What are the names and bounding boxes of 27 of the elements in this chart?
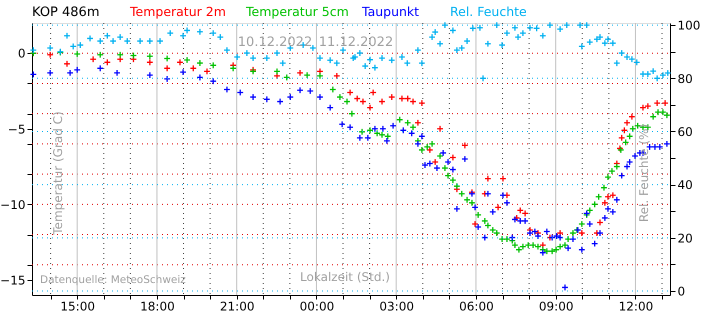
y2-tick-label: 40 xyxy=(678,178,693,192)
y-tick-label: −5 xyxy=(8,122,26,136)
x-tick-label: 09:00 xyxy=(538,300,574,314)
y-tick-label: −15 xyxy=(0,273,26,288)
y-axis-title: Temperatur (Grad C) xyxy=(51,111,65,236)
text: Temperatur 5cm xyxy=(245,4,349,19)
annotation: 10.12.2022 xyxy=(238,35,312,50)
x-tick-label: 12:00 xyxy=(618,300,654,314)
x-tick-label: 00:00 xyxy=(300,300,334,314)
y2-tick-label: 100 xyxy=(678,18,700,33)
x-tick-label: 15:00 xyxy=(60,300,95,314)
x-tick-label: 03:00 xyxy=(379,300,414,314)
text: Taupunkt xyxy=(361,4,420,19)
x-tick-label: 18:00 xyxy=(140,300,175,314)
x-tick-label: 21:00 xyxy=(220,300,254,314)
annotation: 11.12.2022 xyxy=(318,35,394,50)
y-tick-label: −10 xyxy=(0,198,26,212)
y2-axis-title: Rel. Feuchte (%) xyxy=(637,124,651,222)
x-tick-label: 06:00 xyxy=(459,300,494,314)
y-tick-label: 0 xyxy=(18,46,26,61)
y2-tick-label: 80 xyxy=(678,72,693,86)
text: Temperatur 2m xyxy=(129,4,226,19)
y2-tick-label: 20 xyxy=(678,231,693,246)
chart-title: KOP 486m xyxy=(32,5,100,20)
y2-tick-label: 60 xyxy=(678,124,693,139)
y2-tick-label: 0 xyxy=(678,284,686,299)
series-label: Rel. Feuchte xyxy=(450,4,528,19)
